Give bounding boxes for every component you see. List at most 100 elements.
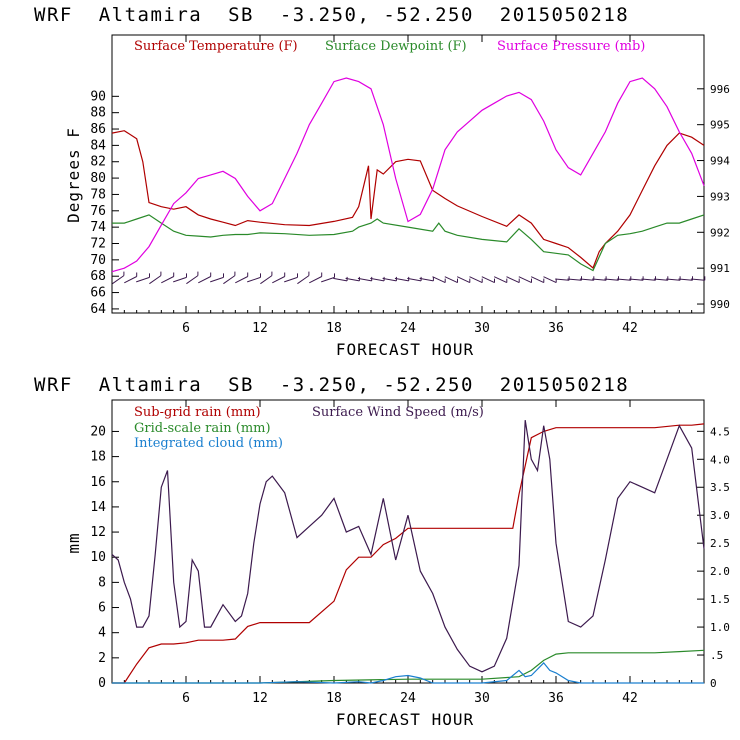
- series-line-3: [111, 77, 705, 273]
- wind-barb: [666, 278, 681, 281]
- y2-tick-label: 996: [710, 83, 730, 96]
- wind-barb: [567, 278, 582, 281]
- wind-barb: [653, 278, 668, 281]
- y2-tick-label: 1.0: [710, 621, 730, 634]
- y2-tick-label: 993: [710, 190, 730, 203]
- wind-barb: [124, 276, 137, 284]
- y2-tick-label: 992: [710, 226, 730, 239]
- y2-tick-label: 3.5: [710, 481, 730, 494]
- wind-barb: [149, 275, 162, 285]
- x-tick-label: 6: [182, 691, 190, 706]
- wind-barb: [321, 276, 335, 283]
- chart1-series: [111, 77, 705, 273]
- wind-barb: [161, 276, 174, 284]
- y-tick-label: 76: [90, 204, 106, 219]
- x-tick-label: 18: [326, 321, 342, 336]
- x-tick-label: 12: [252, 691, 268, 706]
- chart2-legend-subgrid: Sub-grid rain (mm): [134, 405, 261, 420]
- wind-barb: [690, 278, 705, 281]
- x-tick-label: 24: [400, 321, 416, 336]
- wind-barb: [407, 277, 422, 282]
- chart1-title: WRF Altamira SB -3.250, -52.250 20150502…: [34, 4, 629, 26]
- y-tick-label: 14: [90, 500, 106, 515]
- y-tick-label: 16: [90, 475, 106, 490]
- series-line-1: [111, 130, 705, 270]
- chart1-xlabel: FORECAST HOUR: [336, 340, 474, 359]
- y2-tick-label: 1.5: [710, 593, 730, 606]
- series-line-2: [112, 214, 705, 272]
- y-tick-label: 12: [90, 525, 106, 540]
- chart2-xlabel: FORECAST HOUR: [336, 710, 474, 729]
- chart2-title: WRF Altamira SB -3.250, -52.250 20150502…: [34, 374, 629, 396]
- y-tick-label: 84: [90, 138, 106, 153]
- wind-barb: [309, 276, 322, 284]
- series-line-1: [112, 423, 705, 684]
- wind-barb: [506, 276, 520, 284]
- y-tick-label: 4: [98, 626, 106, 641]
- y-tick-label: 64: [90, 302, 106, 317]
- y-tick-label: 68: [90, 269, 106, 284]
- y-tick-label: 6: [98, 601, 106, 616]
- x-tick-label: 6: [182, 321, 190, 336]
- y-tick-label: 18: [90, 450, 106, 465]
- y2-tick-label: 2.5: [710, 537, 730, 550]
- wind-barb: [210, 276, 224, 283]
- chart2-x-ticks: 6 12 18 24 30 36 42: [123, 400, 693, 706]
- wind-barb: [272, 276, 285, 284]
- wind-barb: [112, 275, 125, 285]
- wind-barb: [456, 276, 471, 284]
- wind-barb: [284, 276, 298, 283]
- y-tick-label: 88: [90, 106, 106, 121]
- chart2-legend-gridscale: Grid-scale rain (mm): [134, 421, 271, 436]
- wind-barb: [223, 275, 236, 285]
- series-line-3: [112, 662, 704, 684]
- y-tick-label: 0: [98, 676, 106, 691]
- wind-barb: [469, 276, 483, 284]
- series-line-4: [111, 420, 705, 673]
- y2-tick-label: 990: [710, 298, 730, 311]
- wind-barb: [136, 276, 150, 283]
- y-tick-label: 70: [90, 253, 106, 268]
- wind-barb: [432, 276, 446, 284]
- chart1-legend-temp: Surface Temperature (F): [134, 39, 298, 54]
- chart2-series: [111, 420, 705, 684]
- wind-barb: [394, 277, 409, 282]
- chart1-frame: [111, 34, 705, 314]
- chart1-legend-dew: Surface Dewpoint (F): [325, 39, 467, 54]
- wind-barb: [345, 277, 360, 282]
- series-line-2: [112, 649, 705, 684]
- chart2-ylabel: mm: [64, 532, 83, 553]
- chart2-legend-wind: Surface Wind Speed (m/s): [312, 405, 484, 420]
- y-tick-label: 74: [90, 220, 106, 235]
- wind-barb: [592, 278, 607, 281]
- x-tick-label: 18: [326, 691, 342, 706]
- wind-barb: [247, 276, 261, 283]
- y-tick-label: 90: [90, 89, 106, 104]
- x-tick-label: 42: [622, 321, 638, 336]
- x-tick-label: 36: [548, 321, 564, 336]
- wind-barb: [678, 278, 693, 281]
- wind-barb: [579, 278, 594, 281]
- y2-tick-label: 0: [710, 677, 717, 690]
- wind-barb: [297, 275, 310, 285]
- y2-tick-label: 4.0: [710, 453, 730, 466]
- y-tick-label: 80: [90, 171, 106, 186]
- y-tick-label: 72: [90, 237, 106, 252]
- x-tick-label: 12: [252, 321, 268, 336]
- y-tick-label: 10: [90, 550, 106, 565]
- wind-barb: [616, 278, 631, 281]
- chart1-y2-ticks: 990 991 992 993 994 995 996: [697, 83, 730, 311]
- wind-barb: [173, 276, 187, 283]
- wind-barb: [555, 278, 570, 281]
- wind-barb: [543, 276, 557, 284]
- chart1-legend-pres: Surface Pressure (mb): [497, 39, 645, 54]
- chart2-y2-ticks: 0 .5 1.0 1.5 2.0 2.5 3.0 3.5 4.0 4.5: [697, 425, 730, 690]
- chart2-legend-cloud: Integrated cloud (mm): [134, 436, 283, 451]
- y2-tick-label: 991: [710, 262, 730, 275]
- x-tick-label: 42: [622, 691, 638, 706]
- y-tick-label: 2: [98, 651, 106, 666]
- wind-barb: [260, 275, 273, 285]
- wind-barb: [419, 277, 434, 282]
